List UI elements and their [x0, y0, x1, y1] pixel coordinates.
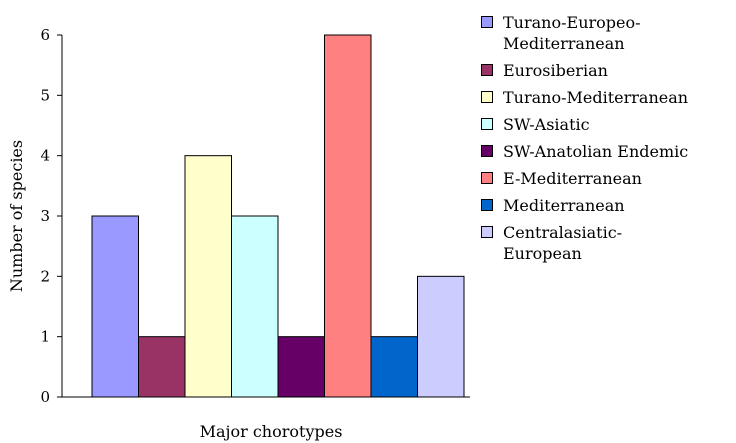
legend-item: SW-Anatolian Endemic — [481, 141, 735, 162]
legend-label: SW-Asiatic — [503, 115, 590, 134]
legend-label: Centralasiatic- European — [503, 223, 623, 263]
y-ticks-group: 0 1 2 3 4 5 6 — [40, 26, 62, 406]
bars-group — [91, 34, 465, 398]
y-tick-label: 3 — [40, 207, 50, 225]
legend-swatch — [481, 199, 493, 211]
legend-label: Eurosiberian — [503, 61, 608, 80]
legend-item: SW-Asiatic — [481, 114, 735, 135]
legend-item: E-Mediterranean — [481, 168, 735, 189]
legend-swatch — [481, 145, 493, 157]
legend-label: SW-Anatolian Endemic — [503, 142, 689, 161]
bar-7 — [370, 336, 418, 398]
bar-4 — [231, 215, 279, 398]
legend-swatch — [481, 118, 493, 130]
y-tick-label: 5 — [40, 86, 50, 104]
legend-item: Turano-Europeo- Mediterranean — [481, 12, 735, 54]
y-axis-title: Number of species — [7, 140, 26, 292]
legend-item: Mediterranean — [481, 195, 735, 216]
legend: Turano-Europeo- Mediterranean Eurosiberia… — [481, 12, 735, 270]
bar-1 — [91, 215, 139, 398]
legend-swatch — [481, 16, 493, 28]
y-tick-label: 1 — [40, 328, 50, 346]
legend-item: Turano-Mediterranean — [481, 87, 735, 108]
y-tick-label: 4 — [40, 147, 50, 165]
legend-swatch — [481, 172, 493, 184]
bar-2 — [138, 336, 186, 398]
legend-label: Mediterranean — [503, 196, 625, 215]
legend-swatch — [481, 64, 493, 76]
legend-label: E-Mediterranean — [503, 169, 642, 188]
legend-label: Turano-Mediterranean — [503, 88, 689, 107]
y-tick-label: 2 — [40, 267, 50, 285]
legend-swatch — [481, 226, 493, 238]
x-axis-title: Major chorotypes — [200, 422, 343, 441]
bar-6 — [324, 34, 372, 398]
y-tick-label: 6 — [40, 26, 50, 44]
bar-8 — [417, 275, 465, 398]
bar-5 — [277, 336, 325, 398]
legend-item: Centralasiatic- European — [481, 222, 735, 264]
legend-swatch — [481, 91, 493, 103]
legend-label: Turano-Europeo- Mediterranean — [503, 13, 641, 53]
y-tick-label: 0 — [40, 388, 50, 406]
bar-3 — [184, 155, 232, 398]
legend-item: Eurosiberian — [481, 60, 735, 81]
